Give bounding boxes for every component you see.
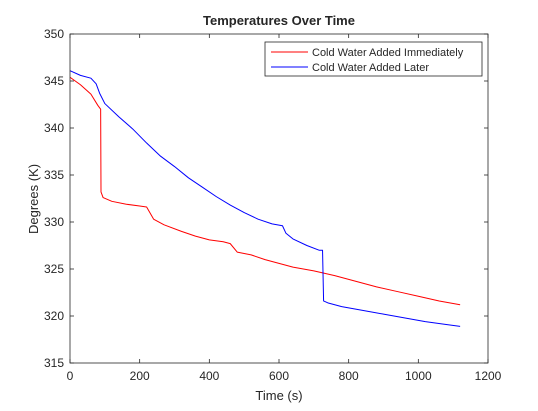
series-layer: [69, 70, 461, 327]
y-tick-label: 345: [44, 74, 64, 88]
y-tick-label: 335: [44, 168, 64, 182]
plot-frame: [69, 33, 489, 364]
y-tick-label: 320: [44, 309, 64, 323]
legend-entry-series-1: Cold Water Added Later: [312, 62, 429, 74]
y-tick-label: 325: [44, 262, 64, 276]
y-tick-label: 315: [44, 356, 64, 370]
x-tick-label: 800: [339, 369, 359, 383]
y-tick-label: 340: [44, 121, 64, 135]
plot-area: [70, 34, 488, 363]
ticks-layer: 0 200 400 600 800 1000 1200 315 320 325 330 335 340 3…: [44, 27, 502, 383]
series-line-1: [69, 70, 461, 327]
legend: Cold Water Added Immediately Cold Water …: [264, 41, 483, 77]
x-tick-label: 400: [199, 369, 219, 383]
x-axis-label: Time (s): [255, 388, 302, 403]
legend-entry-series-0: Cold Water Added Immediately: [312, 47, 464, 59]
y-tick-label: 350: [44, 27, 64, 41]
x-tick-label: 200: [130, 369, 150, 383]
series-line-0: [69, 76, 461, 306]
y-axis-label: Degrees (K): [26, 164, 41, 234]
x-tick-label: 1200: [475, 369, 502, 383]
x-tick-label: 1000: [405, 369, 432, 383]
legend-box: [264, 41, 483, 77]
y-tick-label: 330: [44, 215, 64, 229]
chart-title: Temperatures Over Time: [203, 13, 355, 28]
x-tick-label: 0: [67, 369, 74, 383]
x-tick-label: 600: [269, 369, 289, 383]
